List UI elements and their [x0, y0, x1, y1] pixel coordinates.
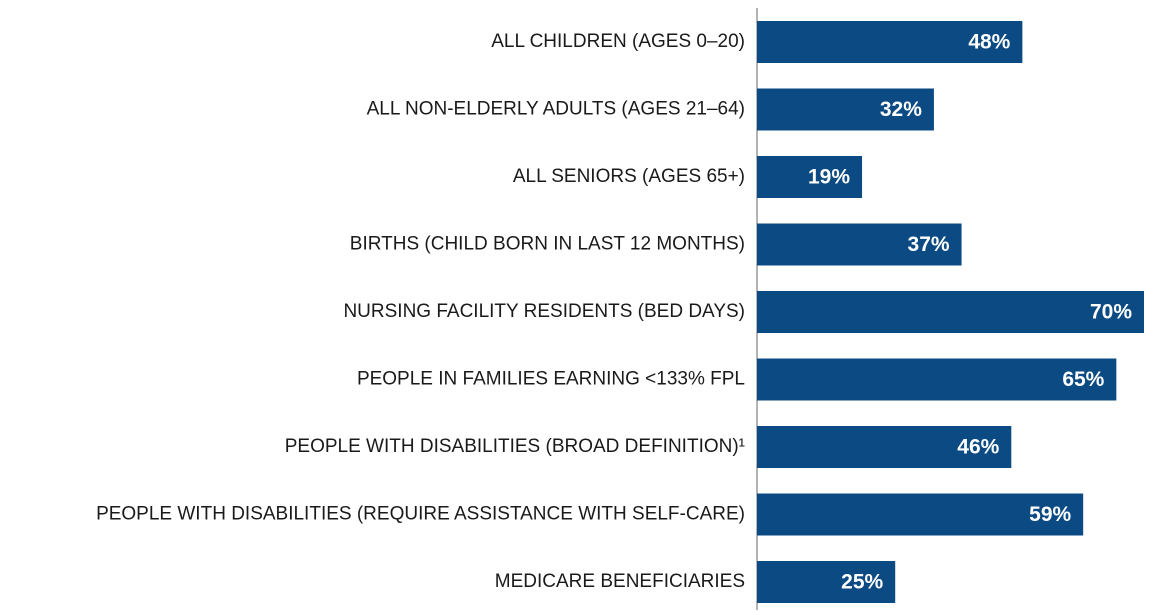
category-label: PEOPLE IN FAMILIES EARNING <133% FPL [357, 369, 745, 390]
category-label: PEOPLE WITH DISABILITIES (BROAD DEFINITI… [285, 436, 745, 457]
bar [757, 561, 896, 603]
bar [757, 21, 1023, 63]
bar [757, 156, 863, 198]
category-label: ALL NON-ELDERLY ADULTS (AGES 21–64) [367, 99, 745, 120]
bar [757, 291, 1144, 333]
category-label: ALL CHILDREN (AGES 0–20) [491, 31, 745, 52]
value-label: 37% [908, 233, 950, 256]
value-label: 70% [1090, 301, 1132, 324]
value-label: 25% [841, 571, 883, 594]
value-label: 65% [1062, 368, 1104, 391]
value-label: 59% [1029, 503, 1071, 526]
bar [757, 493, 1084, 536]
bar [757, 223, 962, 266]
value-label: 48% [968, 31, 1010, 54]
value-label: 32% [880, 98, 922, 121]
category-label: ALL SENIORS (AGES 65+) [513, 166, 745, 187]
category-label: NURSING FACILITY RESIDENTS (BED DAYS) [343, 301, 745, 322]
bar [757, 358, 1117, 401]
value-label: 46% [957, 436, 999, 459]
category-label: MEDICARE BENEFICIARIES [495, 571, 745, 592]
bar [757, 88, 934, 131]
category-label: BIRTHS (CHILD BORN IN LAST 12 MONTHS) [350, 234, 745, 255]
category-label: PEOPLE WITH DISABILITIES (REQUIRE ASSIST… [96, 504, 745, 525]
bar [757, 426, 1012, 468]
value-label: 19% [808, 166, 850, 189]
